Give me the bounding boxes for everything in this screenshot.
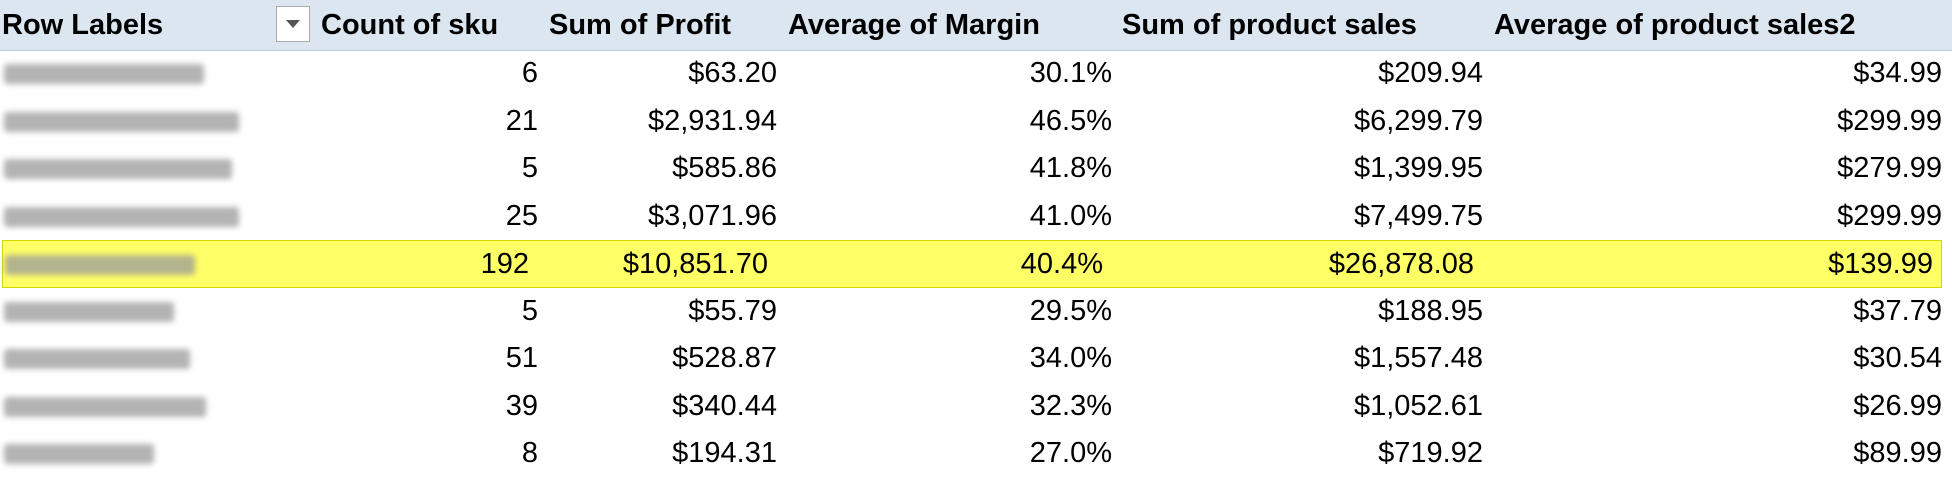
table-cell: 32.3% bbox=[1029, 389, 1112, 422]
table-cell: 46.5% bbox=[1029, 104, 1112, 137]
table-cell: $209.94 bbox=[1378, 57, 1483, 89]
redacted-label bbox=[4, 159, 232, 179]
redacted-label bbox=[5, 255, 195, 275]
redacted-label bbox=[4, 206, 239, 227]
table-cell: 192 bbox=[480, 248, 529, 280]
table-row: 5 $585.86 41.8% $1,399.95 $279.99 bbox=[0, 145, 1952, 193]
table-cell: 5 bbox=[521, 294, 538, 327]
table-cell: 27.0% bbox=[1029, 437, 1112, 469]
table-cell: $194.31 bbox=[672, 437, 777, 469]
table-cell: 5 bbox=[521, 152, 538, 184]
table-cell: 51 bbox=[505, 342, 538, 374]
table-row: 5 $55.79 29.5% $188.95 $37.79 bbox=[0, 288, 1952, 336]
table-cell: $139.99 bbox=[1828, 248, 1933, 280]
table-cell: $299.99 bbox=[1837, 104, 1942, 137]
table-cell: $2,931.94 bbox=[647, 104, 777, 137]
column-header: Average of Margin bbox=[788, 9, 1040, 41]
column-header: Count of sku bbox=[321, 9, 499, 41]
redacted-label bbox=[4, 349, 190, 369]
table-cell: $3,071.96 bbox=[647, 199, 777, 232]
table-row: 8 $194.31 27.0% $719.92 $89.99 bbox=[0, 430, 1952, 478]
table-cell: 6 bbox=[521, 57, 538, 89]
table-cell: 40.4% bbox=[1020, 248, 1103, 280]
table-row: 192 $10,851.70 40.4% $26,878.08 $139.99 bbox=[2, 240, 1942, 288]
redacted-label bbox=[4, 111, 239, 132]
filter-dropdown[interactable] bbox=[276, 6, 310, 42]
table-cell: $340.44 bbox=[672, 389, 777, 422]
table-cell: $299.99 bbox=[1837, 199, 1942, 232]
table-cell: $37.79 bbox=[1853, 294, 1942, 327]
table-cell: 41.8% bbox=[1029, 152, 1112, 184]
table-cell: $89.99 bbox=[1853, 437, 1942, 469]
table-cell: $585.86 bbox=[672, 152, 777, 184]
table-cell: $719.92 bbox=[1378, 437, 1483, 469]
table-cell: $34.99 bbox=[1853, 57, 1942, 89]
column-header: Sum of product sales bbox=[1122, 9, 1417, 41]
table-row: 6 $63.20 30.1% $209.94 $34.99 bbox=[0, 50, 1952, 98]
table-cell: $188.95 bbox=[1378, 294, 1483, 327]
table-cell: 30.1% bbox=[1029, 57, 1112, 89]
table-cell: 29.5% bbox=[1029, 294, 1112, 327]
table-row: 39 $340.44 32.3% $1,052.61 $26.99 bbox=[0, 383, 1952, 431]
redacted-label bbox=[4, 444, 154, 464]
table-cell: $30.54 bbox=[1853, 342, 1942, 374]
redacted-label bbox=[4, 301, 174, 322]
redacted-label bbox=[4, 64, 204, 84]
table-cell: $63.20 bbox=[688, 57, 777, 89]
table-cell: 8 bbox=[521, 437, 538, 469]
table-row: 25 $3,071.96 41.0% $7,499.75 $299.99 bbox=[0, 193, 1952, 241]
redacted-label bbox=[4, 396, 206, 417]
table-cell: $26.99 bbox=[1853, 389, 1942, 422]
table-cell: 39 bbox=[505, 389, 538, 422]
table-cell: $26,878.08 bbox=[1328, 248, 1474, 280]
column-header[interactable]: Row Labels bbox=[2, 9, 164, 41]
header-row: Row Labels Count of sku Sum of Profit Avera… bbox=[0, 0, 1952, 51]
table-cell: $1,399.95 bbox=[1353, 152, 1483, 184]
table-row: 51 $528.87 34.0% $1,557.48 $30.54 bbox=[0, 335, 1952, 383]
column-header: Average of product sales2 bbox=[1494, 9, 1856, 41]
table-cell: 25 bbox=[505, 199, 538, 232]
table-cell: $6,299.79 bbox=[1353, 104, 1483, 137]
table-cell: $1,052.61 bbox=[1353, 389, 1483, 422]
table-cell: $1,557.48 bbox=[1353, 342, 1483, 374]
table-cell: 34.0% bbox=[1029, 342, 1112, 374]
table-cell: $55.79 bbox=[688, 294, 777, 327]
column-header: Sum of Profit bbox=[549, 9, 732, 41]
table-cell: $10,851.70 bbox=[622, 248, 768, 280]
table-cell: 21 bbox=[505, 104, 538, 137]
table-cell: $528.87 bbox=[672, 342, 777, 374]
table-cell: 41.0% bbox=[1029, 199, 1112, 232]
table-cell: $279.99 bbox=[1837, 152, 1942, 184]
table-row: 21 $2,931.94 46.5% $6,299.79 $299.99 bbox=[0, 98, 1952, 146]
table-cell: $7,499.75 bbox=[1353, 199, 1483, 232]
